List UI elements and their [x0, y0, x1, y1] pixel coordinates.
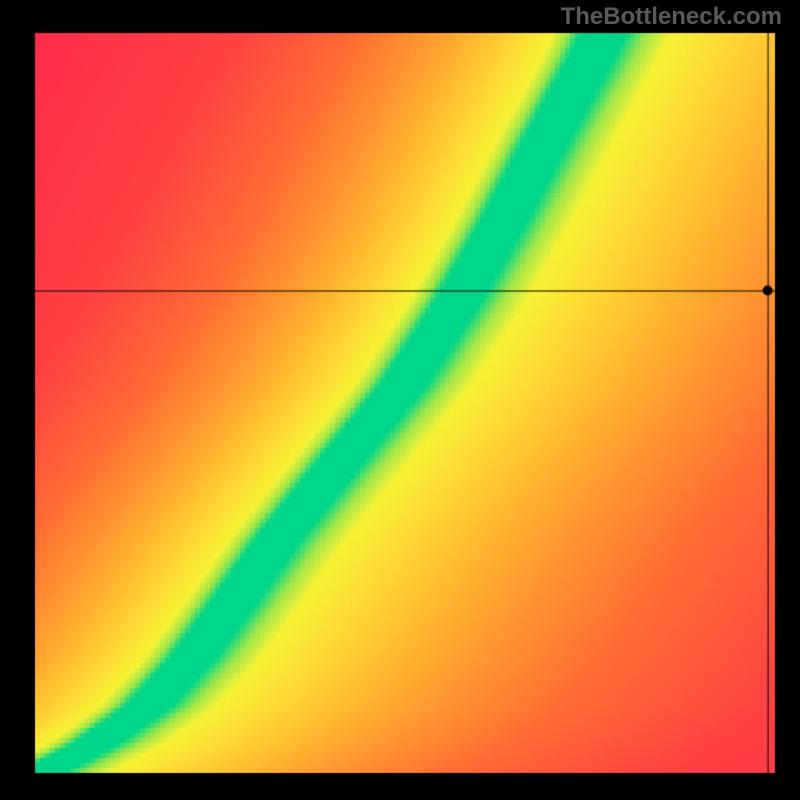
bottleneck-heatmap	[0, 0, 800, 800]
chart-container: TheBottleneck.com	[0, 0, 800, 800]
watermark-text: TheBottleneck.com	[561, 3, 782, 31]
